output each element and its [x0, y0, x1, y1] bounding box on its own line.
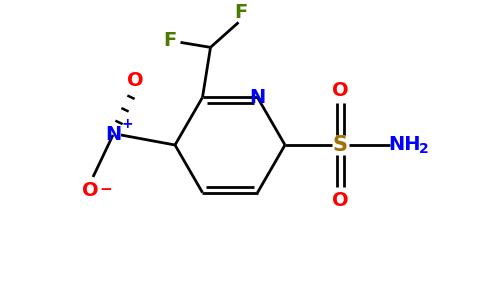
Text: N: N: [249, 88, 266, 107]
Text: +: +: [121, 117, 133, 131]
Text: −: −: [100, 182, 112, 196]
Text: O: O: [127, 71, 143, 91]
Text: 2: 2: [419, 142, 429, 156]
Text: NH: NH: [389, 136, 421, 154]
Text: O: O: [332, 80, 348, 100]
Text: O: O: [332, 190, 348, 209]
Text: F: F: [163, 31, 176, 50]
Text: O: O: [82, 181, 98, 200]
Text: F: F: [234, 3, 247, 22]
Text: N: N: [105, 125, 121, 145]
Text: S: S: [333, 135, 348, 155]
